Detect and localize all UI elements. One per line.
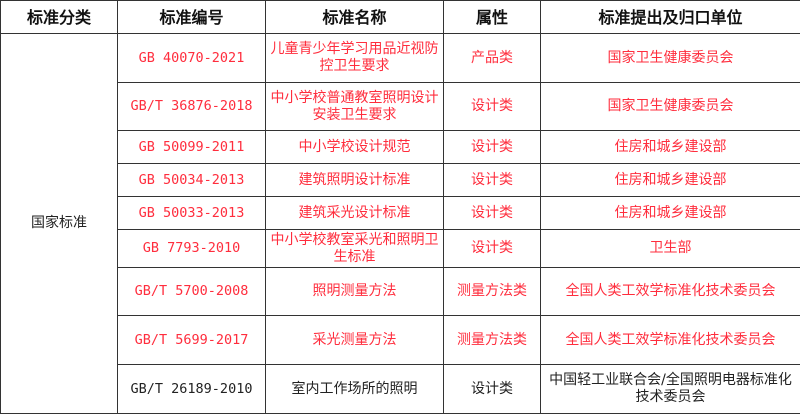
name-cell: 中小学校设计规范 (265, 130, 444, 164)
code-cell: GB 7793-2010 (117, 229, 266, 268)
code-cell: GB/T 26189-2010 (117, 364, 266, 414)
org-cell: 国家卫生健康委员会 (540, 33, 800, 83)
code-cell: GB/T 36876-2018 (117, 82, 266, 131)
header-category: 标准分类 (0, 0, 118, 34)
code-cell: GB 50099-2011 (117, 130, 266, 164)
code-cell: GB/T 5699-2017 (117, 315, 266, 365)
type-cell: 设计类 (443, 196, 541, 230)
org-cell: 住房和城乡建设部 (540, 196, 800, 230)
type-cell: 设计类 (443, 163, 541, 197)
type-cell: 设计类 (443, 82, 541, 131)
org-cell: 住房和城乡建设部 (540, 130, 800, 164)
org-cell: 卫生部 (540, 229, 800, 268)
table-row: GB 50034-2013 建筑照明设计标准 设计类 住房和城乡建设部 (1, 163, 800, 197)
type-cell: 设计类 (443, 130, 541, 164)
name-cell: 室内工作场所的照明 (265, 364, 444, 414)
code-cell: GB 40070-2021 (117, 33, 266, 83)
table-row: GB/T 36876-2018 中小学校普通教室照明设计安装卫生要求 设计类 国家卫生… (1, 82, 800, 131)
org-cell: 国家卫生健康委员会 (540, 82, 800, 131)
table-row: GB/T 5699-2017 采光测量方法 测量方法类 全国人类工效学标准化技术委员会 (1, 315, 800, 365)
code-cell: GB 50034-2013 (117, 163, 266, 197)
org-cell: 住房和城乡建设部 (540, 163, 800, 197)
name-cell: 建筑采光设计标准 (265, 196, 444, 230)
header-code: 标准编号 (117, 0, 266, 34)
code-cell: GB/T 5700-2008 (117, 267, 266, 316)
type-cell: 测量方法类 (443, 267, 541, 316)
org-cell: 全国人类工效学标准化技术委员会 (540, 315, 800, 365)
header-org: 标准提出及归口单位 (540, 0, 800, 34)
table-row: 国家标准 GB 40070-2021 儿童青少年学习用品近视防控卫生要求 产品类 国家卫… (0, 33, 800, 414)
org-cell: 中国轻工业联合会/全国照明电器标准化技术委员会 (540, 364, 800, 414)
category-cell: 国家标准 (0, 33, 118, 414)
name-cell: 中小学校教室采光和照明卫生标准 (265, 229, 444, 268)
name-cell: 照明测量方法 (265, 267, 444, 316)
name-cell: 儿童青少年学习用品近视防控卫生要求 (265, 33, 444, 83)
table-row: GB 50033-2013 建筑采光设计标准 设计类 住房和城乡建设部 (1, 196, 800, 230)
name-cell: 采光测量方法 (265, 315, 444, 365)
table-row: GB 50099-2011 中小学校设计规范 设计类 住房和城乡建设部 (1, 130, 800, 164)
header-name: 标准名称 (265, 0, 444, 34)
type-cell: 测量方法类 (443, 315, 541, 365)
name-cell: 中小学校普通教室照明设计安装卫生要求 (265, 82, 444, 131)
type-cell: 产品类 (443, 33, 541, 83)
type-cell: 设计类 (443, 364, 541, 414)
header-row: 标准分类 标准编号 标准名称 属性 标准提出及归口单位 (0, 0, 800, 34)
table-row: GB/T 5700-2008 照明测量方法 测量方法类 全国人类工效学标准化技术委员会 (1, 267, 800, 316)
type-cell: 设计类 (443, 229, 541, 268)
org-cell: 全国人类工效学标准化技术委员会 (540, 267, 800, 316)
table-row: GB/T 26189-2010 室内工作场所的照明 设计类 中国轻工业联合会/全国照明… (1, 364, 800, 414)
code-cell: GB 50033-2013 (117, 196, 266, 230)
table-row: GB 7793-2010 中小学校教室采光和照明卫生标准 设计类 卫生部 (1, 229, 800, 268)
header-type: 属性 (443, 0, 541, 34)
name-cell: 建筑照明设计标准 (265, 163, 444, 197)
